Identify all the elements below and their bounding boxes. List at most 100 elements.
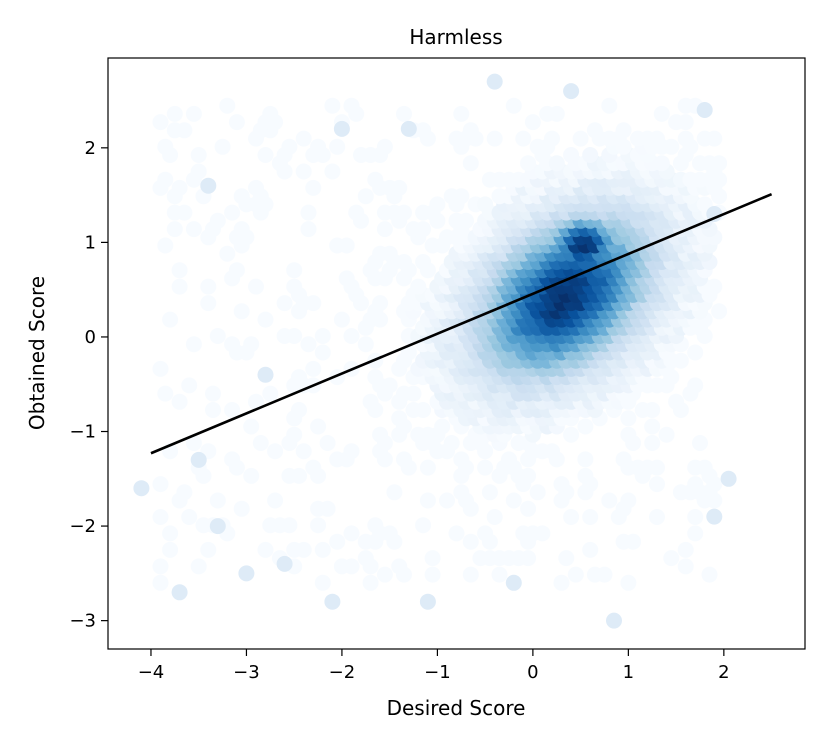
density-point: [620, 426, 637, 443]
outlier-point: [190, 451, 207, 468]
density-point: [396, 105, 412, 122]
regression-line-group: [150, 192, 773, 455]
x-tick-label: 2: [718, 662, 729, 683]
density-point: [711, 303, 728, 320]
density-point: [286, 426, 303, 443]
density-point: [343, 558, 360, 575]
density-point: [185, 336, 202, 353]
outlier-point: [706, 206, 723, 222]
density-point: [243, 467, 260, 484]
y-tick-label: 2: [85, 138, 96, 159]
density-point: [152, 574, 169, 591]
outlier-point: [696, 102, 713, 118]
density-point: [152, 476, 169, 493]
density-point: [228, 262, 245, 279]
density-point: [706, 130, 723, 147]
outlier-point: [324, 593, 341, 610]
density-point: [520, 155, 537, 172]
density-point: [319, 500, 336, 517]
density-point: [687, 509, 704, 525]
density-point: [209, 212, 226, 229]
density-point: [376, 138, 393, 155]
density-point: [415, 221, 432, 238]
density-point: [663, 138, 680, 155]
density-point: [687, 377, 704, 394]
density-point: [252, 435, 269, 451]
density-point: [486, 130, 503, 147]
outlier-point: [563, 83, 580, 100]
density-point: [257, 311, 274, 328]
density-point: [233, 221, 250, 238]
density-point: [171, 278, 188, 295]
density-point: [410, 278, 427, 295]
density-point: [257, 541, 274, 558]
density-point: [544, 443, 560, 460]
density-point: [248, 179, 264, 196]
density-point: [649, 130, 665, 147]
density-point: [481, 484, 498, 501]
density-point: [310, 418, 327, 435]
density-point: [300, 336, 317, 353]
density-point: [171, 262, 188, 279]
density-point: [572, 130, 589, 147]
density-point: [529, 484, 546, 501]
density-point: [711, 155, 728, 172]
density-point: [295, 541, 312, 558]
density-point: [515, 130, 532, 147]
density-point: [396, 451, 412, 468]
density-point: [419, 492, 436, 509]
x-tick-label: −1: [424, 662, 451, 683]
plot-frame: [107, 57, 806, 650]
density-point: [286, 262, 303, 279]
density-point: [649, 509, 665, 525]
density-point: [462, 122, 479, 139]
density-point: [166, 105, 183, 122]
density-point: [677, 558, 694, 575]
outlier-point: [171, 584, 188, 601]
density-point: [577, 418, 594, 435]
density-point: [548, 155, 565, 172]
x-tick-label: −2: [329, 662, 356, 683]
density-point: [248, 278, 264, 295]
density-point: [582, 509, 599, 525]
density-point: [357, 336, 374, 353]
x-axis-label: Desired Score: [387, 696, 526, 720]
density-point: [424, 550, 441, 567]
density-point: [701, 566, 718, 583]
y-tick-label: −2: [69, 516, 96, 537]
density-point: [333, 311, 350, 328]
density-point: [501, 451, 517, 468]
density-point: [295, 130, 312, 147]
density-point: [305, 459, 322, 476]
density-point: [620, 492, 637, 509]
density-point: [343, 328, 360, 344]
density-point: [415, 254, 432, 270]
density-point: [668, 393, 685, 410]
density-point: [157, 138, 174, 155]
density-point: [291, 467, 307, 484]
density-point: [176, 122, 193, 139]
density-point: [286, 328, 303, 344]
density-point: [372, 426, 389, 443]
density-point: [243, 336, 260, 353]
density-point: [558, 550, 575, 567]
density-point: [224, 336, 241, 353]
x-tick-label: −3: [233, 662, 260, 683]
density-point: [453, 484, 470, 501]
y-tick-label: −3: [69, 611, 96, 632]
density-point: [462, 533, 479, 550]
density-point: [548, 105, 565, 122]
density-point: [310, 138, 327, 155]
density-point: [243, 418, 260, 435]
density-point: [658, 426, 675, 443]
density-point: [329, 138, 346, 155]
density-point: [381, 377, 398, 394]
x-tick-label: 0: [527, 662, 538, 683]
density-point: [687, 476, 704, 493]
density-point: [553, 476, 570, 493]
density-point: [477, 459, 494, 476]
density-point: [453, 105, 470, 122]
density-point: [687, 525, 704, 542]
